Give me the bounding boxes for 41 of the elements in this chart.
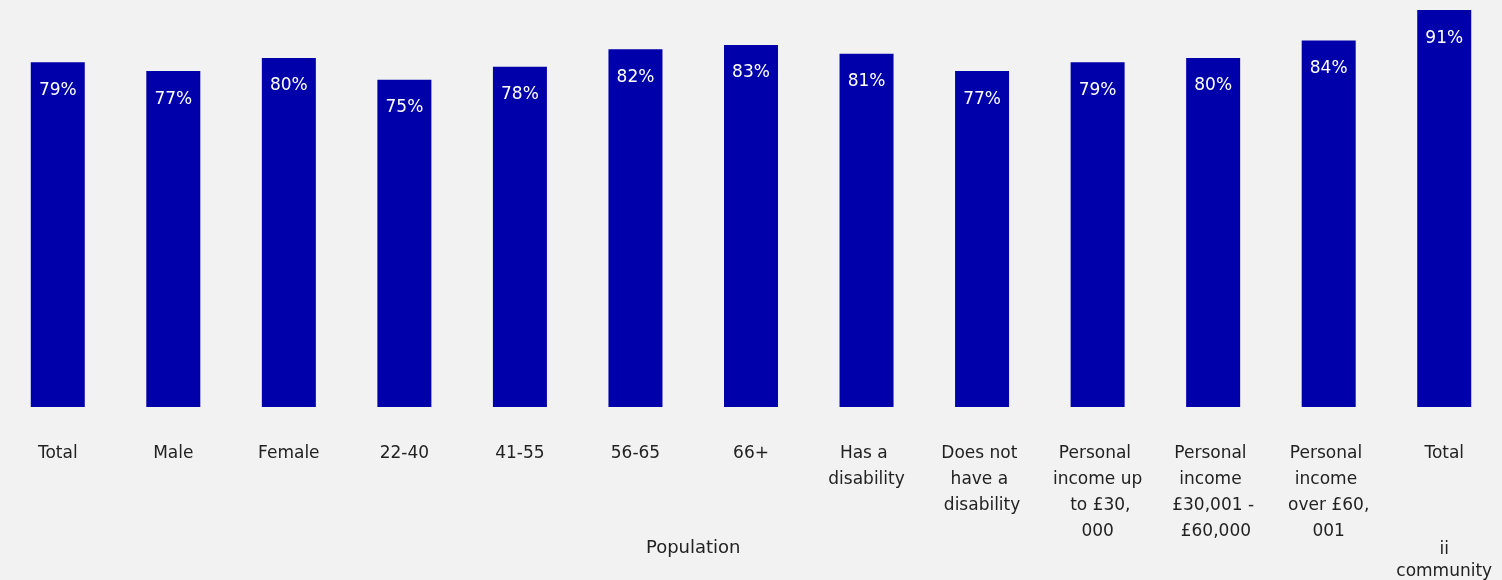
data-label: 83%	[732, 61, 770, 82]
x-tick-label: Personal income over £60,001	[1288, 442, 1370, 540]
bar	[261, 57, 316, 407]
x-tick-label: 41-55	[495, 442, 545, 462]
text: Population	[645, 535, 741, 557]
bar	[1417, 10, 1472, 407]
bar	[955, 71, 1010, 407]
bar	[839, 53, 894, 407]
text: ii community	[1396, 538, 1493, 580]
x-tick-label: Does not have a disability	[941, 442, 1023, 514]
bar	[608, 49, 663, 407]
data-label: 77%	[963, 87, 1001, 108]
x-tick-label: Female	[258, 442, 320, 462]
x-tick-label: 66+	[733, 442, 769, 462]
data-label: 75%	[385, 96, 424, 117]
data-label: 78%	[501, 83, 539, 104]
bar	[1070, 62, 1125, 407]
x-tick-label: Male	[153, 442, 194, 462]
data-label: 79%	[38, 78, 77, 99]
data-label: 91%	[1425, 26, 1464, 47]
bar	[377, 79, 432, 407]
x-tick-label: Total	[1423, 442, 1465, 462]
data-label: 80%	[269, 74, 308, 95]
data-label: 80%	[1194, 74, 1233, 95]
data-label: 77%	[154, 87, 193, 108]
bar	[30, 62, 85, 407]
data-label: 82%	[616, 65, 655, 86]
bar	[146, 71, 201, 407]
bar	[492, 66, 547, 407]
x-tick-label: 56-65	[610, 442, 661, 462]
bar	[724, 44, 778, 407]
x-tick-label: Has a disability	[828, 442, 905, 488]
bar	[1301, 40, 1356, 407]
x-tick-label: Personal income £30,001 - £60,000	[1172, 442, 1255, 540]
x-tick-label: 22-40	[379, 442, 430, 462]
data-label: 79%	[1078, 78, 1117, 99]
bar	[1186, 57, 1241, 407]
data-label: 84%	[1309, 57, 1348, 78]
x-tick-label: Total	[36, 442, 78, 462]
x-tick-label: Personal income up to £30,000	[1053, 442, 1143, 540]
data-label: 81%	[847, 70, 886, 91]
